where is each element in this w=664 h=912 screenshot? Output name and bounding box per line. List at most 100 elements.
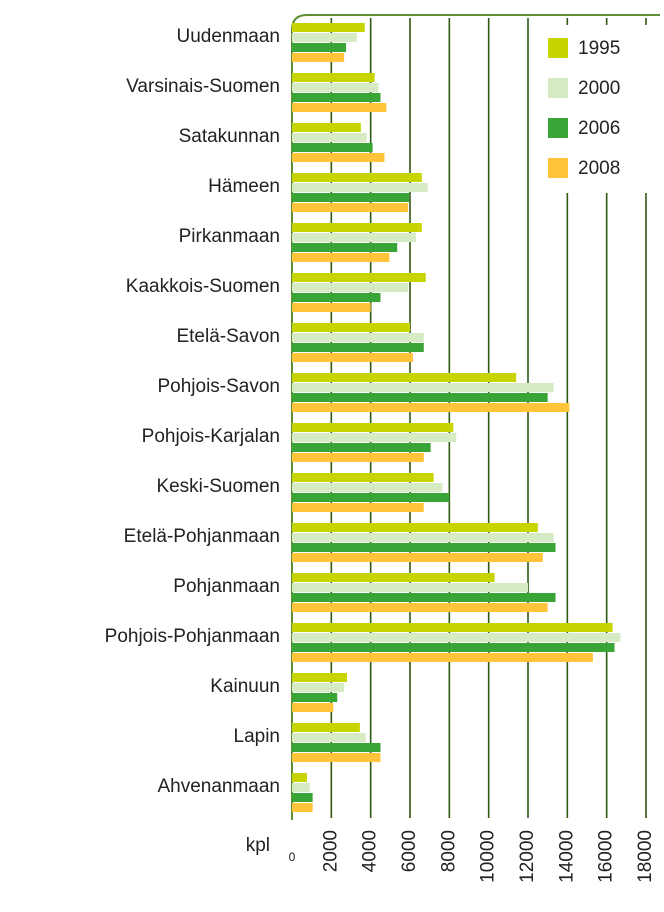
bar (292, 773, 307, 782)
bar (292, 23, 365, 32)
bar (292, 103, 387, 112)
y-tick-label: Kainuun (210, 676, 280, 697)
x-tick-label: 16000 (596, 830, 617, 883)
x-tick-label: 2000 (320, 830, 341, 872)
bar (292, 473, 434, 482)
x-tick-label: 4000 (360, 830, 381, 872)
bar (292, 573, 495, 582)
bar (292, 533, 554, 542)
bar (292, 43, 347, 52)
bar (292, 343, 424, 352)
bar (292, 93, 381, 102)
bar (292, 673, 348, 682)
legend-swatch (548, 158, 568, 178)
bar (292, 623, 613, 632)
bar (292, 303, 371, 312)
y-tick-label: Pohjois-Karjalan (142, 426, 280, 447)
legend-label: 2000 (578, 78, 620, 99)
legend-swatch (548, 78, 568, 98)
bar (292, 193, 410, 202)
x-tick-label: 18000 (635, 830, 656, 883)
bar (292, 183, 428, 192)
bar (292, 653, 593, 662)
y-tick-label: Kaakkois-Suomen (126, 276, 280, 297)
x-tick-label: 0 (289, 850, 296, 864)
bar (292, 743, 381, 752)
y-tick-label: Etelä-Pohjanmaan (124, 526, 280, 547)
y-tick-label: Uudenmaan (176, 26, 280, 47)
y-tick-label: Pohjanmaan (173, 576, 280, 597)
y-tick-label: Pirkanmaan (179, 226, 280, 247)
x-tick-label: 8000 (438, 830, 459, 872)
bar (292, 783, 310, 792)
bar (292, 233, 416, 242)
bar (292, 453, 424, 462)
bar (292, 293, 381, 302)
bar (292, 53, 345, 62)
bar (292, 553, 543, 562)
bar (292, 603, 548, 612)
bar (292, 803, 313, 812)
y-tick-label: Pohjois-Savon (157, 376, 280, 397)
x-axis-label: kpl (246, 835, 270, 856)
bar (292, 633, 621, 642)
bar (292, 33, 357, 42)
y-tick-label: Etelä-Savon (176, 326, 280, 347)
y-tick-label: Ahvenanmaan (157, 776, 280, 797)
bar (292, 243, 398, 252)
bar (292, 423, 454, 432)
bar (292, 693, 338, 702)
bar (292, 793, 313, 802)
bar (292, 433, 457, 442)
bar (292, 493, 450, 502)
x-tick-label: 14000 (556, 830, 577, 883)
bar (292, 133, 367, 142)
bar (292, 643, 615, 652)
bar (292, 83, 379, 92)
bar (292, 123, 361, 132)
bar (292, 523, 538, 532)
bar (292, 403, 570, 412)
legend-label: 2008 (578, 158, 620, 179)
legend-swatch (548, 118, 568, 138)
bar (292, 373, 517, 382)
x-tick-label: 10000 (478, 830, 499, 883)
bar (292, 153, 385, 162)
bar (292, 443, 431, 452)
bar (292, 703, 334, 712)
y-tick-label: Hämeen (208, 176, 280, 197)
legend-swatch (548, 38, 568, 58)
bar (292, 723, 360, 732)
bar (292, 283, 409, 292)
bar (292, 383, 554, 392)
y-tick-label: Keski-Suomen (156, 476, 280, 497)
bar (292, 203, 409, 212)
y-tick-label: Lapin (234, 726, 281, 747)
y-tick-label: Satakunnan (179, 126, 280, 147)
bar (292, 683, 345, 692)
bar (292, 273, 426, 282)
bar (292, 353, 413, 362)
x-tick-label: 12000 (517, 830, 538, 883)
y-tick-label: Pohjois-Pohjanmaan (105, 626, 280, 647)
bar (292, 583, 528, 592)
bar (292, 253, 390, 262)
bar (292, 483, 443, 492)
bar (292, 223, 422, 232)
bar (292, 333, 424, 342)
x-tick-label: 6000 (399, 830, 420, 872)
bar (292, 593, 556, 602)
bar (292, 753, 381, 762)
bar (292, 543, 556, 552)
y-tick-label: Varsinais-Suomen (126, 76, 280, 97)
bar (292, 733, 366, 742)
bar (292, 143, 373, 152)
legend-label: 1995 (578, 38, 620, 59)
bar (292, 73, 375, 82)
bar (292, 323, 410, 332)
legend-label: 2006 (578, 118, 620, 139)
bar (292, 393, 548, 402)
bar (292, 503, 424, 512)
